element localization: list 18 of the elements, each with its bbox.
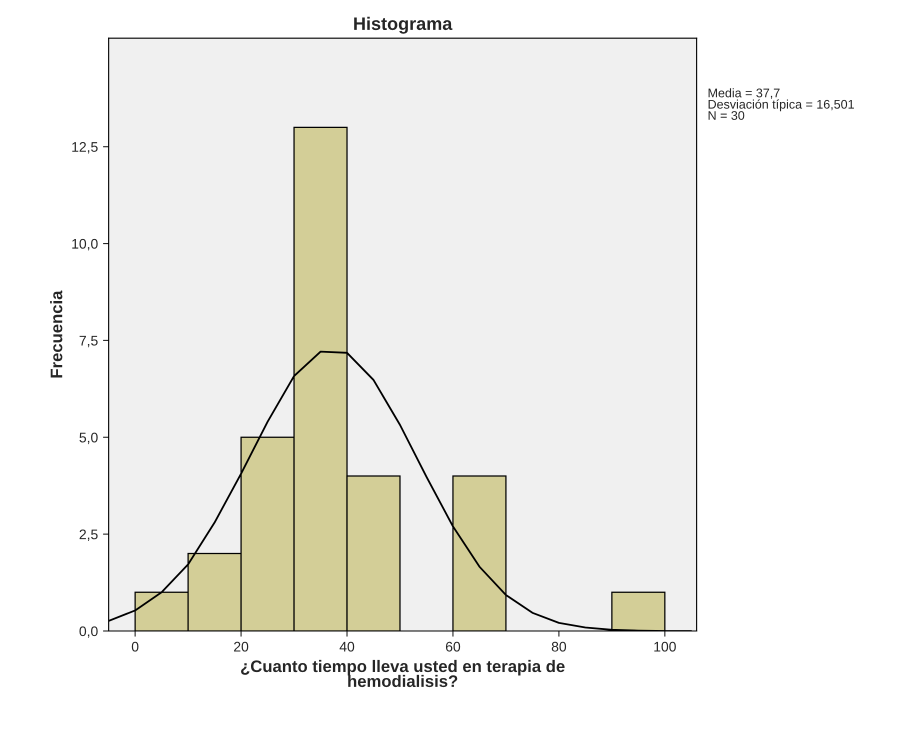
x-tick-label: 60	[446, 642, 460, 652]
y-tick-label: 0,0	[79, 626, 98, 638]
y-tick-label: 5,0	[79, 432, 98, 444]
y-tick-label: 10,0	[72, 238, 98, 250]
y-axis-title: Frecuencia	[50, 290, 62, 378]
x-tick-label: 100	[654, 642, 676, 652]
x-tick-label: 80	[552, 642, 566, 652]
x-tick-label: 40	[340, 642, 354, 652]
y-tick-label: 2,5	[80, 529, 98, 541]
x-tick-label: 0	[132, 642, 138, 652]
text: Media = 37,7	[708, 88, 780, 99]
y-tick-label: 7,5	[80, 336, 98, 348]
x-tick-label: 20	[234, 642, 248, 652]
text: Desviación típica = 16,501	[708, 99, 854, 112]
chart-title: Histograma	[354, 16, 452, 34]
text: N = 30	[708, 111, 744, 120]
y-tick-label: 12,5	[72, 142, 98, 154]
x-axis-title: ¿Cuanto tiempo lleva usted en terapia de hemodialisis?	[241, 660, 565, 688]
